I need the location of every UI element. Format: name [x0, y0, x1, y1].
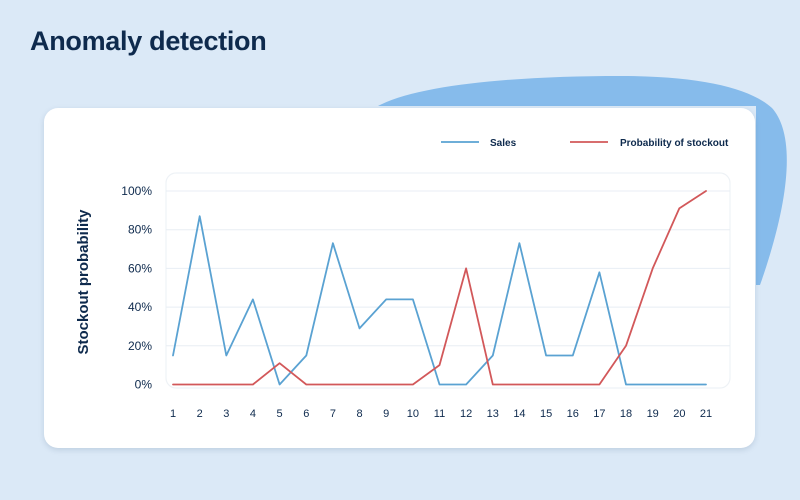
- x-tick-label: 7: [330, 408, 336, 420]
- x-tick-label: 18: [620, 408, 632, 420]
- chart-card: 0% 20% 40% 60% 80% 100% 1 2 3 4 5 6 7 8 9 10 11 12 13 14 15…: [44, 108, 755, 448]
- x-tick-label: 17: [593, 408, 605, 420]
- x-tick-labels: 1 2 3 4 5 6 7 8 9 10 11 12 13 14 15 16 17 18 19 20 21: [170, 408, 712, 420]
- x-tick-label: 19: [647, 408, 659, 420]
- x-tick-label: 16: [567, 408, 579, 420]
- y-tick-label: 40%: [128, 300, 152, 314]
- page-title: Anomaly detection: [30, 26, 267, 56]
- x-tick-label: 3: [223, 408, 229, 420]
- y-tick-label: 80%: [128, 223, 152, 237]
- legend: Sales Probability of stockout: [441, 138, 729, 149]
- x-tick-label: 14: [513, 408, 525, 420]
- series-line-stockout: [172, 190, 707, 386]
- x-tick-label: 4: [250, 408, 256, 420]
- series-line-sales: [172, 215, 707, 386]
- x-tick-label: 6: [303, 408, 309, 420]
- series-lines: [172, 190, 707, 386]
- legend-label: Sales: [490, 138, 517, 149]
- x-tick-label: 9: [383, 408, 389, 420]
- x-tick-label: 13: [487, 408, 499, 420]
- y-tick-label: 60%: [128, 261, 152, 275]
- x-tick-label: 10: [407, 408, 419, 420]
- x-tick-label: 8: [356, 408, 362, 420]
- x-tick-label: 11: [434, 408, 445, 420]
- line-chart: 0%20%40%60%80%100% 1 2 3 4 5 6 7 8 9 10 11 12 13 14 15…: [75, 138, 731, 420]
- x-tick-label: 2: [197, 408, 203, 420]
- x-tick-label: 21: [700, 408, 712, 420]
- grid-lines: [166, 190, 730, 347]
- legend-label: Probability of stockout: [620, 138, 729, 149]
- y-tick-label: 0%: [135, 378, 153, 392]
- y-axis-label: Stockout probability: [75, 209, 92, 355]
- x-tick-label: 5: [277, 408, 283, 420]
- x-tick-label: 12: [460, 408, 472, 420]
- y-tick-labels: 0% 20% 40% 60% 80% 100%: [121, 184, 152, 392]
- y-tick-label: 100%: [121, 184, 152, 198]
- x-tick-label: 1: [170, 408, 176, 420]
- y-tick-label: 20%: [128, 339, 152, 353]
- x-tick-label: 15: [540, 408, 552, 420]
- x-tick-label: 20: [673, 408, 685, 420]
- plot-frame: [165, 172, 731, 389]
